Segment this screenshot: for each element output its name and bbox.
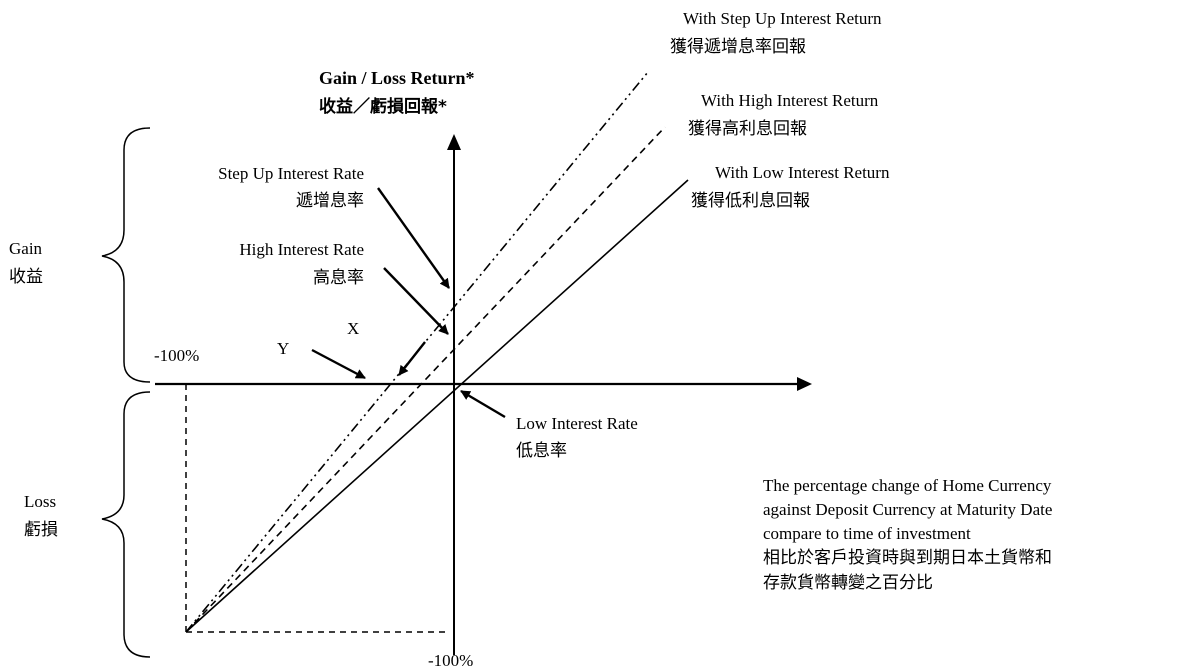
step-up-rate-arrow xyxy=(377,187,450,289)
low-rate-label-zh: 低息率 xyxy=(516,441,567,461)
low-line-label-zh: 獲得低利息回報 xyxy=(691,191,810,211)
step-up-rate-label-zh: 遞增息率 xyxy=(296,191,364,211)
y-axis-neg100-label: -100% xyxy=(428,651,473,666)
step-up-line-label-en: With Step Up Interest Return xyxy=(683,9,882,28)
high-rate-arrow xyxy=(383,267,449,335)
gain-label-zh: 收益 xyxy=(9,267,43,287)
y-axis-title-en: Gain / Loss Return* xyxy=(319,68,475,88)
high-rate-label-zh: 高息率 xyxy=(313,268,364,288)
loss-label-en: Loss xyxy=(24,492,56,511)
x-axis-desc-zh-line2: 存款貨幣轉變之百分比 xyxy=(763,573,933,593)
step-up-rate-label-en: Step Up Interest Rate xyxy=(218,164,364,183)
loss-label-zh: 虧損 xyxy=(24,520,58,540)
high-line-label-en: With High Interest Return xyxy=(701,91,879,110)
y-axis-title-zh: 收益／虧損回報* xyxy=(319,96,447,117)
gain-brace xyxy=(101,127,151,383)
low-rate-label-en: Low Interest Rate xyxy=(516,414,638,433)
x-axis-neg100-label: -100% xyxy=(154,346,199,365)
low-rate-arrow xyxy=(460,389,506,419)
point-x-label: X xyxy=(347,319,359,338)
gain-label-en: Gain xyxy=(9,239,43,258)
y-axis-arrowhead xyxy=(447,134,461,150)
x-axis-desc-en-line2: against Deposit Currency at Maturity Dat… xyxy=(763,500,1052,519)
x-axis-desc-en-line3: compare to time of investment xyxy=(763,524,971,543)
x-point-arrow xyxy=(398,341,426,376)
x-axis-desc-en-line1: The percentage change of Home Currency xyxy=(763,476,1052,495)
x-axis-arrowhead xyxy=(797,377,812,391)
low-line-label-en: With Low Interest Return xyxy=(715,163,890,182)
step-up-line-label-zh: 獲得遞增息率回報 xyxy=(670,37,806,57)
y-point-arrow xyxy=(311,348,366,380)
x-axis-desc-zh-line1: 相比於客戶投資時與到期日本土貨幣和 xyxy=(763,548,1052,568)
loss-brace xyxy=(101,391,151,658)
high-line-label-zh: 獲得高利息回報 xyxy=(688,119,807,139)
low-interest-line xyxy=(185,179,689,633)
point-y-label: Y xyxy=(277,339,289,358)
high-rate-label-en: High Interest Rate xyxy=(239,240,364,259)
high-interest-line xyxy=(185,126,666,633)
step-up-interest-line xyxy=(185,71,649,633)
